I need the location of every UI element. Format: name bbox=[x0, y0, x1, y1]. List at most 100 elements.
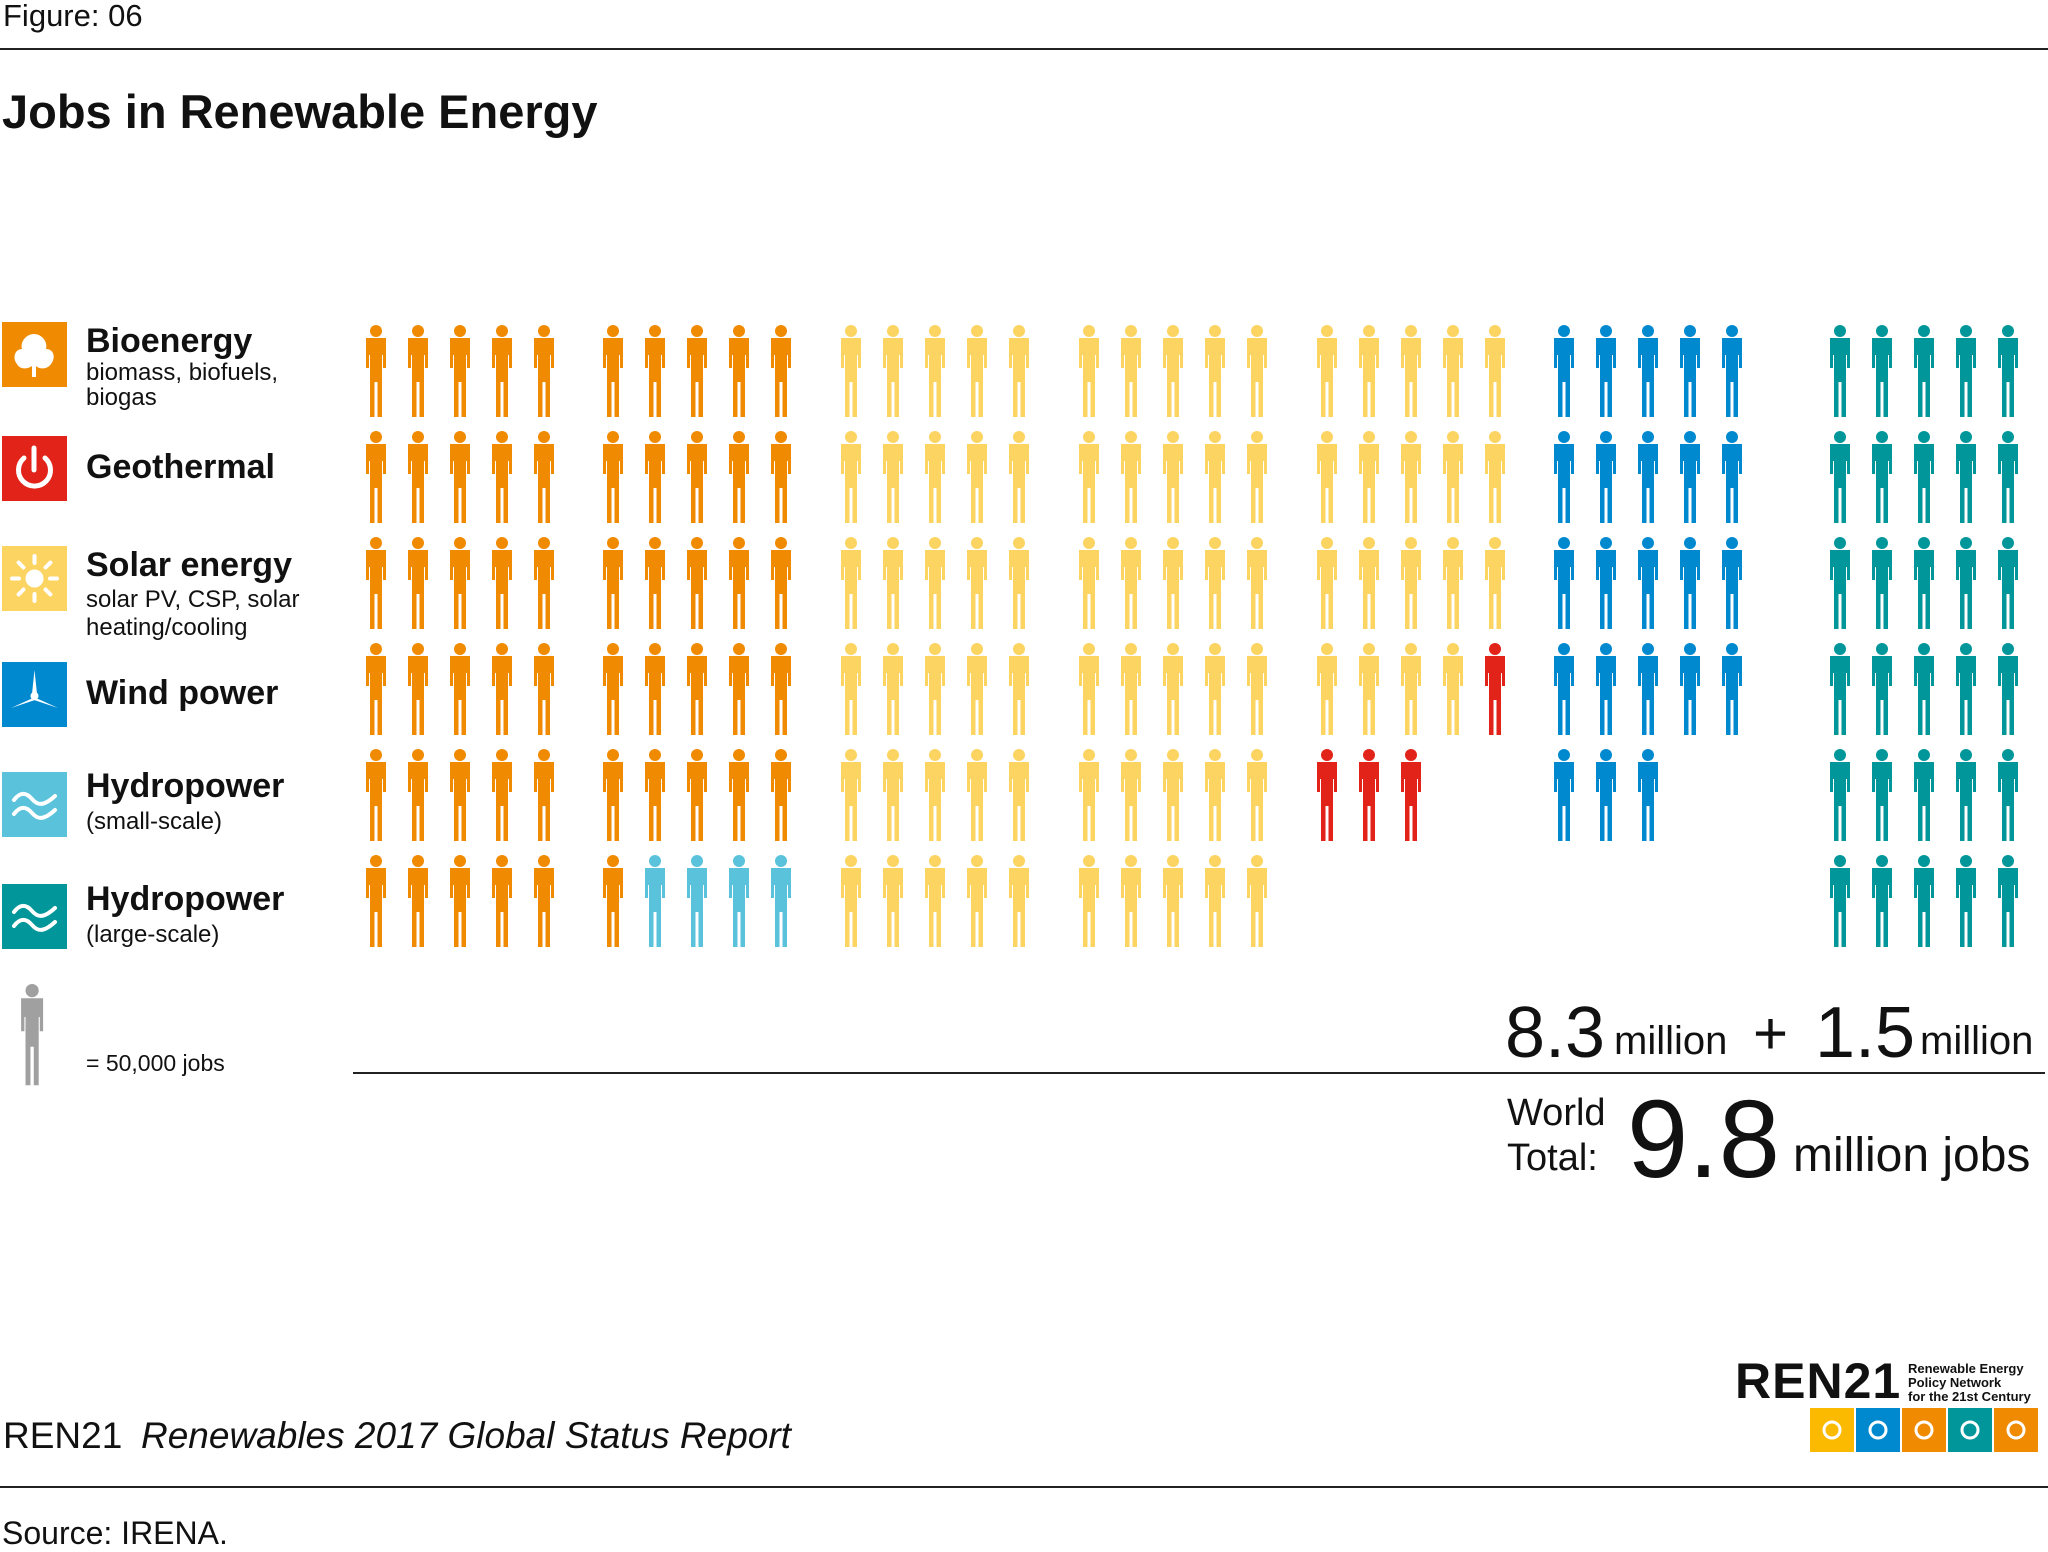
person-icon-solar-energy bbox=[1079, 325, 1099, 417]
person-icon-bioenergy bbox=[408, 431, 428, 523]
legend-sub-bioenergy: biomass, biofuels, bbox=[86, 359, 279, 386]
logo-tagline-1: Renewable Energy bbox=[1908, 1361, 2024, 1376]
person-icon-solar-energy bbox=[1079, 431, 1099, 523]
person-icon-solar-energy bbox=[1317, 643, 1337, 735]
person-icon-solar-energy bbox=[1121, 855, 1141, 947]
person-icon-bioenergy bbox=[687, 325, 707, 417]
legend-label-bioenergy: Bioenergy bbox=[86, 322, 253, 360]
person-icon-solar-energy bbox=[1443, 643, 1463, 735]
person-icon-bioenergy bbox=[534, 643, 554, 735]
person-icon-bioenergy bbox=[366, 643, 386, 735]
legend-label-hydro-small: Hydropower bbox=[86, 767, 285, 805]
legend-label-solar: Solar energy bbox=[86, 546, 292, 584]
person-icon-solar-energy bbox=[1079, 855, 1099, 947]
person-icon-solar-energy bbox=[925, 855, 945, 947]
person-icon-wind-power bbox=[1596, 325, 1616, 417]
person-icon-hydropower-large-scale bbox=[1998, 643, 2018, 735]
legend-sub2-bioenergy: biogas bbox=[86, 384, 157, 411]
person-icon-wind-power bbox=[1680, 537, 1700, 629]
top-rule bbox=[0, 48, 2048, 50]
person-icon-hydropower-large-scale bbox=[1872, 325, 1892, 417]
person-icon-wind-power bbox=[1680, 643, 1700, 735]
person-icon-solar-energy bbox=[1079, 537, 1099, 629]
person-icon-wind-power bbox=[1722, 643, 1742, 735]
person-icon-bioenergy bbox=[492, 855, 512, 947]
person-icon-hydropower-small-scale bbox=[771, 855, 791, 947]
person-icon-solar-energy bbox=[841, 431, 861, 523]
person-icon-bioenergy bbox=[729, 537, 749, 629]
person-icon-hydropower-large-scale bbox=[1998, 855, 2018, 947]
figure-label: Figure: 06 bbox=[3, 0, 143, 33]
source-note: Source: IRENA. bbox=[2, 1515, 228, 1551]
person-icon-hydropower-large-scale bbox=[1914, 749, 1934, 841]
person-icon-solar-energy bbox=[1121, 431, 1141, 523]
person-icon-hydropower-large-scale bbox=[1914, 537, 1934, 629]
person-icon-wind-power bbox=[1596, 431, 1616, 523]
person-icon-bioenergy bbox=[771, 325, 791, 417]
person-icon-bioenergy bbox=[450, 643, 470, 735]
person-icon-bioenergy bbox=[729, 325, 749, 417]
person-icon-wind-power bbox=[1722, 537, 1742, 629]
person-icon-bioenergy bbox=[729, 749, 749, 841]
person-icon-geothermal bbox=[1485, 643, 1505, 735]
world-total-unit: million jobs bbox=[1793, 1129, 2031, 1182]
person-icon-solar-energy bbox=[1205, 643, 1225, 735]
person-icon-solar-energy bbox=[841, 537, 861, 629]
legend-sub-solar: solar PV, CSP, solar bbox=[86, 586, 300, 613]
person-icon-solar-energy bbox=[1485, 431, 1505, 523]
legend-sub-hydro-small: (small-scale) bbox=[86, 808, 223, 835]
person-icon-bioenergy bbox=[645, 643, 665, 735]
person-icon-wind-power bbox=[1638, 643, 1658, 735]
person-icon-solar-energy bbox=[925, 643, 945, 735]
person-icon-hydropower-large-scale bbox=[1872, 749, 1892, 841]
person-icon-bioenergy bbox=[492, 537, 512, 629]
person-icon-hydropower-large-scale bbox=[1830, 325, 1850, 417]
person-icon-wind-power bbox=[1638, 749, 1658, 841]
person-icon-solar-energy bbox=[883, 749, 903, 841]
logo-sun-icon bbox=[1810, 1408, 1854, 1452]
person-icon-wind-power bbox=[1554, 537, 1574, 629]
person-icon-bioenergy bbox=[771, 643, 791, 735]
person-icon-solar-energy bbox=[1359, 643, 1379, 735]
person-icon-solar-energy bbox=[1205, 855, 1225, 947]
person-icon-wind-power bbox=[1554, 749, 1574, 841]
person-icon-bioenergy bbox=[603, 431, 623, 523]
legend-label-wind: Wind power bbox=[86, 674, 279, 712]
total-part-a-unit: million bbox=[1614, 1019, 1728, 1063]
person-icon-bioenergy bbox=[366, 537, 386, 629]
person-icon-solar-energy bbox=[1359, 537, 1379, 629]
ren21-logo-text: REN21 bbox=[1735, 1353, 1902, 1409]
legend-sub-hydro-large: (large-scale) bbox=[86, 921, 220, 948]
total-rule bbox=[353, 1072, 2045, 1074]
person-icon-solar-energy bbox=[1247, 855, 1267, 947]
leaf-icon bbox=[2, 322, 67, 387]
person-icon-geothermal bbox=[1317, 749, 1337, 841]
person-icon-solar-energy bbox=[1079, 643, 1099, 735]
person-icon-hydropower-small-scale bbox=[687, 855, 707, 947]
person-icon-solar-energy bbox=[1443, 537, 1463, 629]
person-icon-hydropower-large-scale bbox=[1872, 431, 1892, 523]
person-icon-solar-energy bbox=[1163, 855, 1183, 947]
person-icon-solar-energy bbox=[1443, 431, 1463, 523]
total-part-a: 8.3 bbox=[1505, 993, 1606, 1073]
person-icon-solar-energy bbox=[967, 325, 987, 417]
person-icon-bioenergy bbox=[603, 749, 623, 841]
person-icon-solar-energy bbox=[1247, 749, 1267, 841]
person-icon-wind-power bbox=[1722, 431, 1742, 523]
person-icon-solar-energy bbox=[925, 749, 945, 841]
person-icon-bioenergy bbox=[729, 431, 749, 523]
person-icon-bioenergy bbox=[492, 749, 512, 841]
person-icon-hydropower-large-scale bbox=[1914, 325, 1934, 417]
person-icon-bioenergy bbox=[450, 325, 470, 417]
person-icon-bioenergy bbox=[687, 431, 707, 523]
person-icon-geothermal bbox=[1359, 749, 1379, 841]
person-icon-solar-energy bbox=[1009, 855, 1029, 947]
person-icon-wind-power bbox=[1596, 643, 1616, 735]
person-icon-solar-energy bbox=[841, 643, 861, 735]
person-icon-bioenergy bbox=[534, 325, 554, 417]
person-icon-solar-energy bbox=[883, 537, 903, 629]
person-icon-solar-energy bbox=[1205, 537, 1225, 629]
person-icon-bioenergy bbox=[645, 749, 665, 841]
person-icon-hydropower-large-scale bbox=[1998, 749, 2018, 841]
person-icon-wind-power bbox=[1638, 431, 1658, 523]
